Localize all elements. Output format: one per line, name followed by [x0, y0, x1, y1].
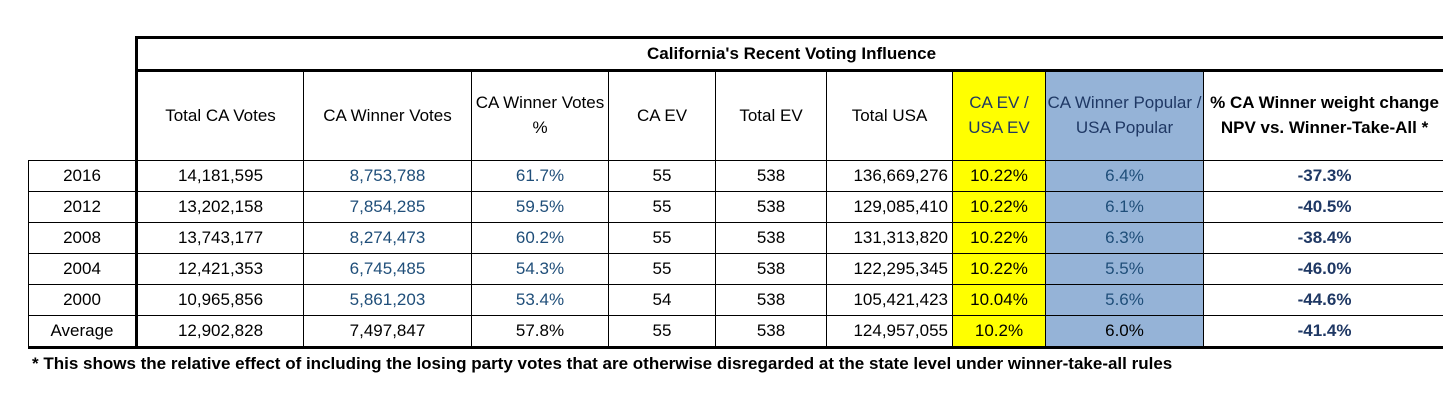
cell-ca-ev: 55 [608, 253, 716, 285]
cell-total-ev: 538 [715, 315, 827, 349]
cell-ca-winner-pct: 54.3% [471, 253, 609, 285]
row-label-2012: 2012 [28, 191, 137, 223]
cell-total-ca-votes: 13,202,158 [135, 191, 304, 223]
cell-ca-ev: 55 [608, 222, 716, 254]
cell-ca-winner-pct: 57.8% [471, 315, 609, 349]
header-weight-change: % CA Winner weight change NPV vs. Winner… [1202, 70, 1443, 161]
cell-total-usa: 105,421,423 [826, 284, 953, 316]
cell-total-ca-votes: 14,181,595 [135, 160, 304, 192]
cell-ev-ratio: 10.22% [952, 160, 1046, 192]
cell-weight-change: -37.3% [1202, 160, 1443, 192]
cell-ca-ev: 55 [608, 160, 716, 192]
cell-total-ca-votes: 12,421,353 [135, 253, 304, 285]
header-ca-winner-votes: CA Winner Votes [303, 70, 472, 161]
row-label-average: Average [28, 315, 137, 349]
row-label-2016: 2016 [28, 160, 137, 192]
cell-ca-winner-pct: 60.2% [471, 222, 609, 254]
corner-blank [29, 38, 137, 71]
cell-total-ca-votes: 12,902,828 [135, 315, 304, 349]
header-total-usa: Total USA [826, 70, 953, 161]
cell-ca-winner-votes: 5,861,203 [303, 284, 472, 316]
row-label-2004: 2004 [28, 253, 137, 285]
cell-total-ev: 538 [715, 222, 827, 254]
cell-popular-ratio: 6.0% [1045, 315, 1204, 349]
cell-ca-winner-votes: 8,274,473 [303, 222, 472, 254]
cell-weight-change: -41.4% [1202, 315, 1443, 349]
cell-weight-change: -40.5% [1202, 191, 1443, 223]
header-ca-winner-votes-pct: CA Winner Votes % [471, 70, 609, 161]
cell-total-usa: 131,313,820 [826, 222, 953, 254]
cell-total-usa: 122,295,345 [826, 253, 953, 285]
voting-influence-table: California's Recent Voting Influence Tot… [28, 36, 1443, 349]
row-label-2008: 2008 [28, 222, 137, 254]
cell-popular-ratio: 6.3% [1045, 222, 1204, 254]
cell-total-ev: 538 [715, 191, 827, 223]
cell-ca-winner-votes: 7,854,285 [303, 191, 472, 223]
cell-total-usa: 136,669,276 [826, 160, 953, 192]
cell-ev-ratio: 10.22% [952, 191, 1046, 223]
cell-weight-change: -38.4% [1202, 222, 1443, 254]
table-title: California's Recent Voting Influence [134, 36, 1443, 72]
header-ca-ev-usa-ev: CA EV / USA EV [952, 70, 1046, 161]
cell-ev-ratio: 10.22% [952, 222, 1046, 254]
cell-ca-winner-votes: 6,745,485 [303, 253, 472, 285]
header-ca-ev: CA EV [608, 70, 716, 161]
cell-total-ev: 538 [715, 284, 827, 316]
cell-ca-winner-pct: 61.7% [471, 160, 609, 192]
cell-total-usa: 124,957,055 [826, 315, 953, 349]
cell-total-ca-votes: 10,965,856 [135, 284, 304, 316]
cell-ca-ev: 55 [608, 315, 716, 349]
cell-ca-winner-pct: 59.5% [471, 191, 609, 223]
cell-weight-change: -46.0% [1202, 253, 1443, 285]
cell-ca-winner-votes: 7,497,847 [303, 315, 472, 349]
cell-ev-ratio: 10.22% [952, 253, 1046, 285]
cell-popular-ratio: 6.4% [1045, 160, 1204, 192]
cell-popular-ratio: 5.6% [1045, 284, 1204, 316]
header-corner [28, 70, 137, 161]
data-table: California's Recent Voting Influence Tot… [28, 36, 1443, 349]
cell-weight-change: -44.6% [1202, 284, 1443, 316]
cell-ev-ratio: 10.04% [952, 284, 1046, 316]
cell-total-ca-votes: 13,743,177 [135, 222, 304, 254]
row-label-2000: 2000 [28, 284, 137, 316]
cell-total-usa: 129,085,410 [826, 191, 953, 223]
cell-ca-ev: 55 [608, 191, 716, 223]
header-ca-winner-popular-usa-popular: CA Winner Popular / USA Popular [1045, 70, 1204, 161]
cell-total-ev: 538 [715, 160, 827, 192]
cell-ca-winner-votes: 8,753,788 [303, 160, 472, 192]
cell-popular-ratio: 5.5% [1045, 253, 1204, 285]
header-total-ev: Total EV [715, 70, 827, 161]
footnote: * This shows the relative effect of incl… [32, 354, 1173, 373]
header-total-ca-votes: Total CA Votes [135, 70, 304, 161]
cell-ev-ratio: 10.2% [952, 315, 1046, 349]
cell-popular-ratio: 6.1% [1045, 191, 1204, 223]
cell-ca-winner-pct: 53.4% [471, 284, 609, 316]
cell-total-ev: 538 [715, 253, 827, 285]
cell-ca-ev: 54 [608, 284, 716, 316]
